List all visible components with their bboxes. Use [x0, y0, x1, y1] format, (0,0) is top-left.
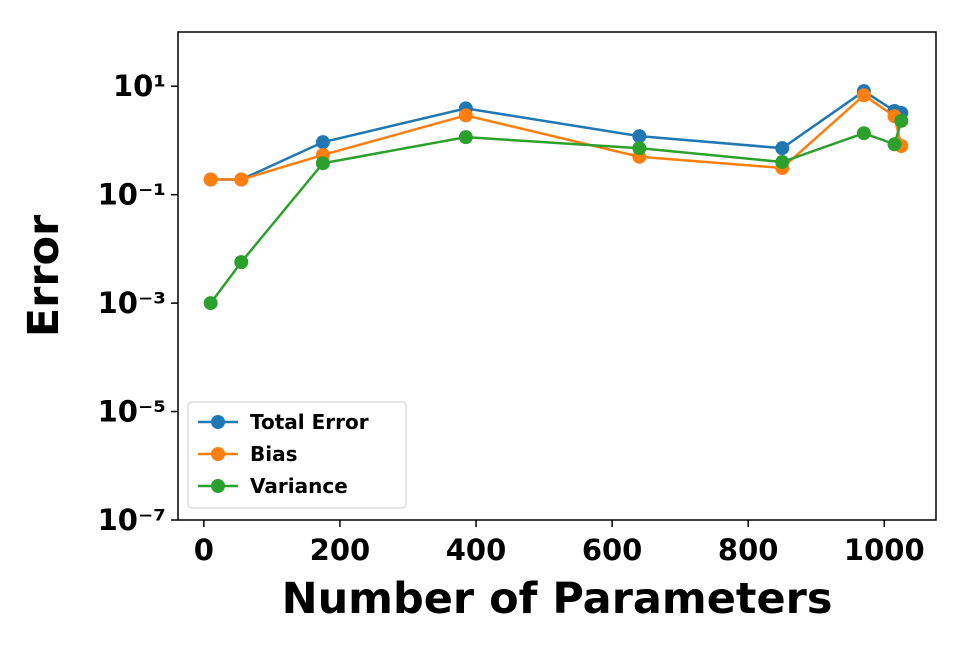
legend-marker [211, 447, 225, 461]
point [856, 126, 871, 141]
y-axis-label: Error [19, 214, 69, 337]
point [315, 156, 330, 171]
y-tick-label: 10⁻⁷ [98, 503, 166, 537]
legend-label: Bias [250, 442, 298, 466]
point [458, 130, 473, 145]
x-tick-label: 1000 [844, 533, 925, 567]
point [775, 155, 790, 170]
y-tick-label: 10⁻¹ [98, 178, 166, 212]
legend-marker [211, 479, 225, 493]
series-line [209, 120, 903, 304]
point [775, 141, 790, 156]
x-tick-label: 400 [446, 533, 507, 567]
point [458, 108, 473, 123]
y-tick-label: 10⁻⁵ [98, 395, 166, 429]
x-tick-label: 0 [194, 533, 214, 567]
point [894, 113, 909, 128]
x-tick-label: 600 [582, 533, 643, 567]
point [887, 137, 902, 152]
y-tick-label: 10⁻³ [98, 286, 166, 320]
point [632, 141, 647, 156]
x-tick-label: 800 [718, 533, 779, 567]
point [234, 255, 249, 270]
x-axis-label: Number of Parameters [282, 574, 833, 624]
point [203, 296, 218, 311]
point [856, 88, 871, 103]
legend-marker [211, 415, 225, 429]
point [234, 172, 249, 187]
point [632, 129, 647, 144]
legend-label: Variance [250, 474, 348, 498]
legend-box [187, 401, 407, 509]
point [315, 135, 330, 150]
point [203, 172, 218, 187]
plot-frame [177, 31, 937, 521]
y-tick-label: 10¹ [113, 69, 166, 103]
series-line [210, 89, 902, 181]
legend-label: Total Error [250, 410, 369, 434]
x-tick-label: 200 [310, 533, 371, 567]
